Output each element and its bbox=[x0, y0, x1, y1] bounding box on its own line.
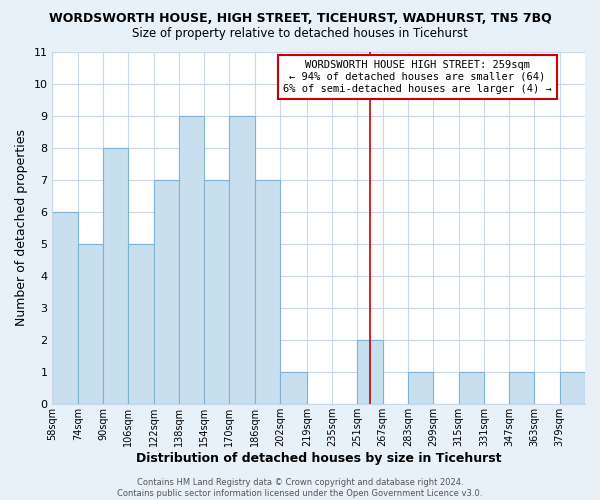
Bar bbox=[255, 180, 280, 404]
Text: Size of property relative to detached houses in Ticehurst: Size of property relative to detached ho… bbox=[132, 28, 468, 40]
Bar bbox=[358, 340, 383, 404]
Text: Contains HM Land Registry data © Crown copyright and database right 2024.
Contai: Contains HM Land Registry data © Crown c… bbox=[118, 478, 482, 498]
Bar bbox=[103, 148, 128, 404]
Bar bbox=[509, 372, 535, 404]
Bar bbox=[560, 372, 585, 404]
Bar bbox=[458, 372, 484, 404]
Bar bbox=[408, 372, 433, 404]
Bar bbox=[128, 244, 154, 404]
Bar bbox=[78, 244, 103, 404]
Bar bbox=[179, 116, 204, 405]
Bar bbox=[52, 212, 78, 404]
Bar bbox=[204, 180, 229, 404]
Bar bbox=[280, 372, 307, 404]
Y-axis label: Number of detached properties: Number of detached properties bbox=[15, 130, 28, 326]
X-axis label: Distribution of detached houses by size in Ticehurst: Distribution of detached houses by size … bbox=[136, 452, 502, 465]
Bar bbox=[229, 116, 255, 405]
Text: WORDSWORTH HOUSE, HIGH STREET, TICEHURST, WADHURST, TN5 7BQ: WORDSWORTH HOUSE, HIGH STREET, TICEHURST… bbox=[49, 12, 551, 26]
Bar bbox=[154, 180, 179, 404]
Text: WORDSWORTH HOUSE HIGH STREET: 259sqm
← 94% of detached houses are smaller (64)
6: WORDSWORTH HOUSE HIGH STREET: 259sqm ← 9… bbox=[283, 60, 551, 94]
